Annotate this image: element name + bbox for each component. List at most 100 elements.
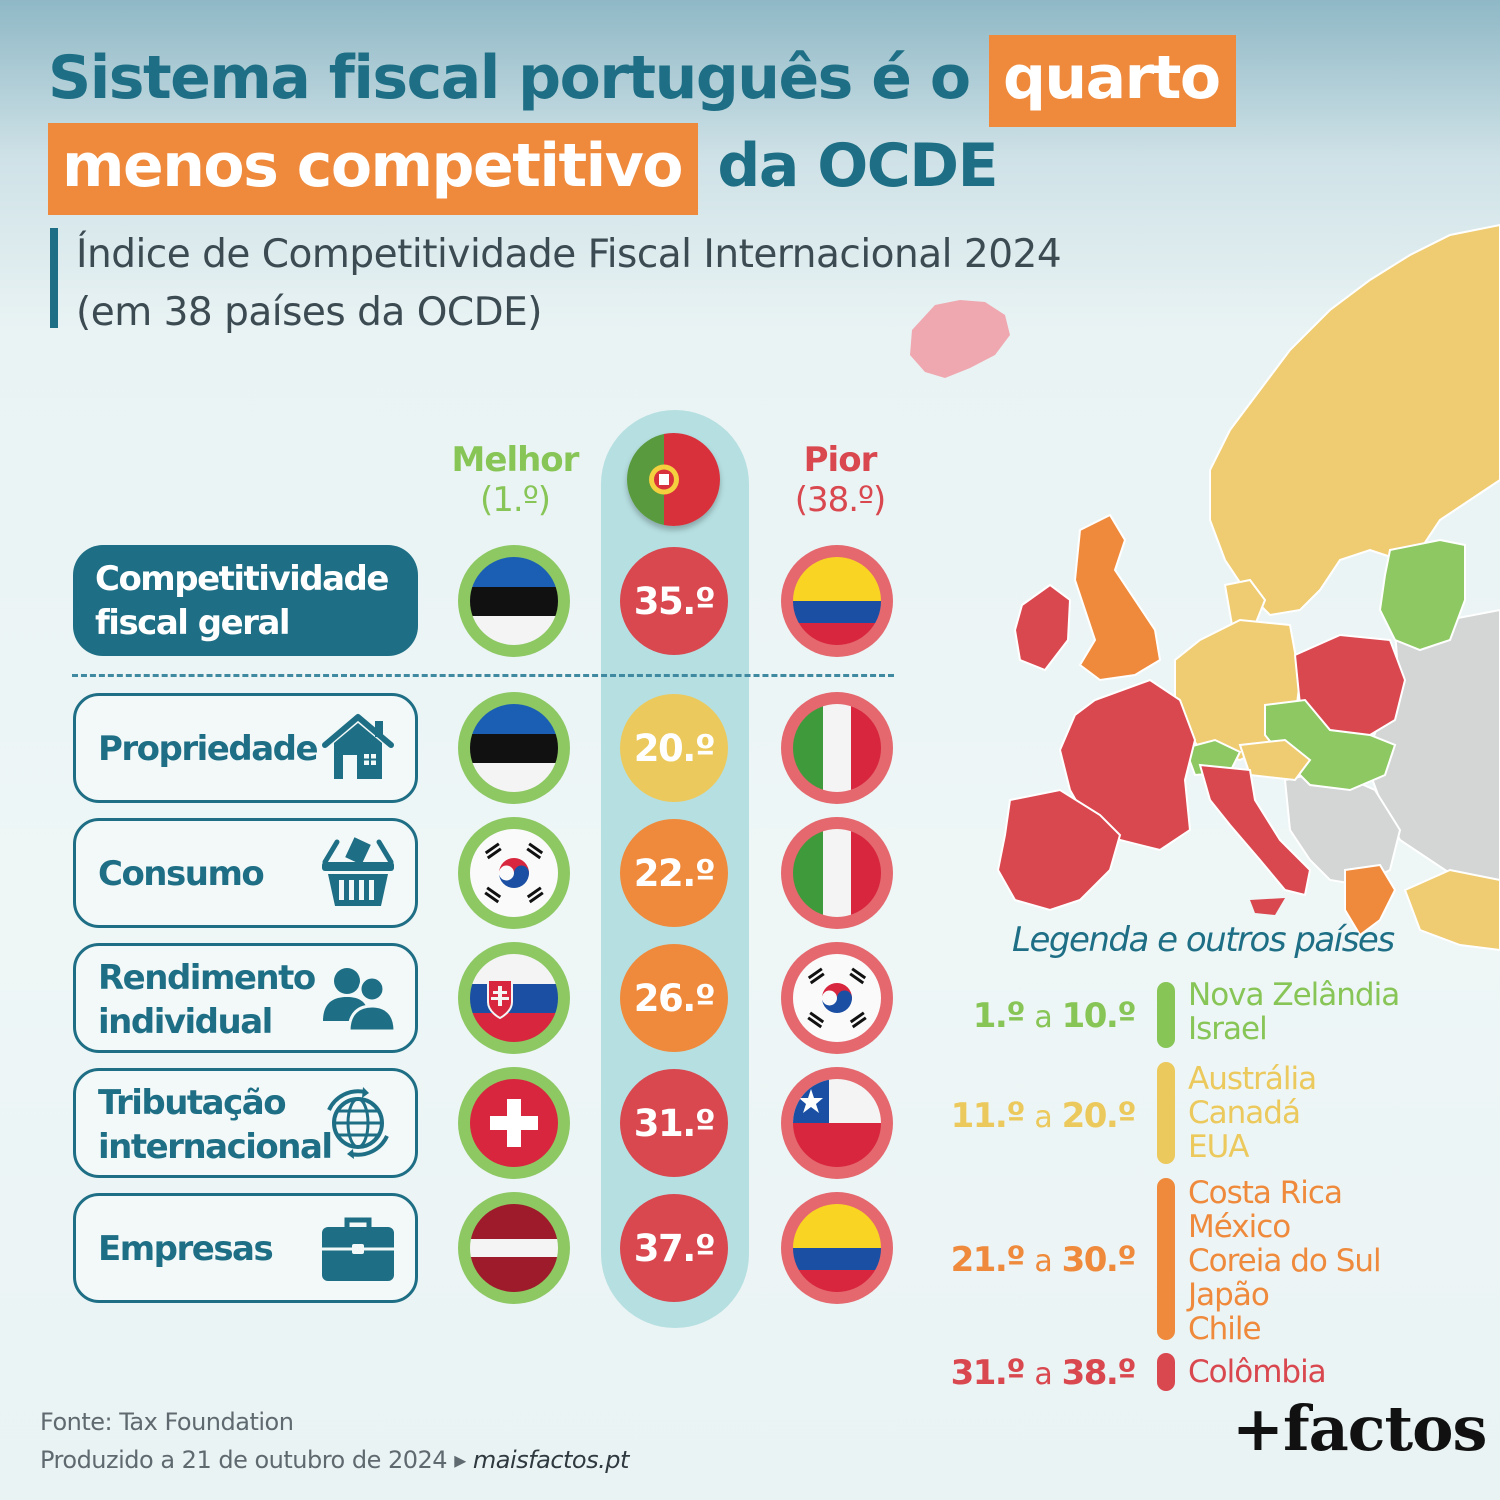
- portugal-rank-international: 31.º: [620, 1069, 728, 1177]
- footer-produced: Produzido a 21 de outubro de 2024: [40, 1446, 448, 1474]
- portugal-rank-consumption: 22.º: [620, 819, 728, 927]
- legend-range-3: 21.º a 30.º: [950, 1240, 1137, 1280]
- legend-range-from: 1.º: [972, 996, 1026, 1036]
- category-label: Tributação internacional: [98, 1081, 333, 1169]
- portugal-rank-property: 20.º: [620, 694, 728, 802]
- legend-countries-3: Costa Rica México Coreia do Sul Japão Ch…: [1188, 1175, 1382, 1346]
- subtitle-line-2: (em 38 países da OCDE): [76, 290, 543, 335]
- legend-range-sep: a: [1034, 1357, 1052, 1392]
- best-rank-label: (1.º): [480, 480, 551, 520]
- map-switzerland: [1183, 738, 1242, 777]
- map-ireland: [1013, 583, 1072, 672]
- map-iberia: [996, 788, 1122, 912]
- category-overall: Competitividade fiscal geral: [73, 545, 418, 656]
- legend-country: México: [1188, 1209, 1291, 1245]
- category-label-line: Tributação: [98, 1083, 287, 1123]
- brand-logo: +factos: [1232, 1392, 1487, 1465]
- legend-range-from: 11.º: [950, 1096, 1026, 1136]
- house-icon: [322, 714, 394, 779]
- title-highlight-2: menos competitivo: [48, 123, 699, 215]
- category-corporate: Empresas: [73, 1193, 418, 1303]
- flag-italy-icon: [781, 692, 893, 804]
- legend-country: Coreia do Sul: [1188, 1243, 1382, 1279]
- category-label-line: fiscal geral: [95, 603, 291, 643]
- map-italy: [1198, 763, 1312, 897]
- worst-column-header: Pior (38.º): [775, 440, 905, 520]
- legend-range-from: 31.º: [950, 1353, 1026, 1393]
- legend-range-to: 10.º: [1061, 996, 1137, 1036]
- worst-label: Pior: [803, 440, 878, 480]
- people-icon: [323, 968, 397, 1033]
- category-international-taxation: Tributação internacional: [73, 1068, 418, 1178]
- category-label-line: Rendimento: [98, 958, 316, 998]
- legend-range-from: 21.º: [950, 1240, 1026, 1280]
- map-sicily: [1250, 898, 1285, 915]
- footer-arrow-icon: ▸: [454, 1446, 466, 1474]
- category-label: Consumo: [98, 854, 265, 894]
- flag-south-korea-icon: [781, 942, 893, 1054]
- legend-countries-4: Colômbia: [1188, 1355, 1327, 1389]
- footer: Fonte: Tax Foundation Produzido a 21 de …: [40, 1403, 629, 1479]
- legend-country: Austrália: [1188, 1061, 1317, 1097]
- legend-bar-4: [1157, 1353, 1175, 1391]
- globe-icon: [327, 1087, 389, 1159]
- portugal-flag-icon: [627, 433, 720, 526]
- flag-estonia-icon: [458, 692, 570, 804]
- footer-source: Fonte: Tax Foundation: [40, 1408, 294, 1436]
- flag-colombia-icon: [781, 545, 893, 657]
- legend-range-1: 1.º a 10.º: [972, 996, 1137, 1036]
- flag-latvia-icon: [458, 1192, 570, 1304]
- legend-country: Nova Zelândia: [1188, 977, 1400, 1013]
- map-uk: [1073, 513, 1162, 682]
- category-label: Empresas: [98, 1229, 274, 1269]
- legend-title: Legenda e outros países: [1012, 920, 1395, 960]
- legend-country: EUA: [1188, 1129, 1249, 1165]
- legend-country: Canadá: [1188, 1095, 1301, 1131]
- divider: [72, 674, 894, 677]
- title-highlight-1: quarto: [988, 35, 1236, 127]
- category-label: Competitividade fiscal geral: [95, 557, 389, 645]
- flag-south-korea-icon: [458, 817, 570, 929]
- legend-country: Costa Rica: [1188, 1175, 1343, 1211]
- legend-bar-3: [1157, 1178, 1175, 1340]
- flag-estonia-icon: [458, 545, 570, 657]
- subtitle-line-1: Índice de Competitividade Fiscal Interna…: [76, 232, 1062, 277]
- footer-produced-line: Produzido a 21 de outubro de 2024 ▸ mais…: [40, 1441, 629, 1479]
- map-greece: [1344, 863, 1397, 937]
- title-part-2: da OCDE: [717, 131, 998, 201]
- flag-chile-icon: [781, 1067, 893, 1179]
- category-consumption: Consumo: [73, 818, 418, 928]
- legend-range-sep: a: [1034, 1244, 1052, 1279]
- flag-slovakia-icon: [458, 942, 570, 1054]
- legend-bar-2: [1157, 1062, 1175, 1164]
- flag-italy-icon: [781, 817, 893, 929]
- best-column-header: Melhor (1.º): [450, 440, 580, 520]
- portugal-rank-corporate: 37.º: [620, 1194, 728, 1302]
- legend-country: Japão: [1188, 1277, 1270, 1313]
- map-turkey: [1403, 868, 1500, 952]
- category-property: Propriedade: [73, 693, 418, 803]
- title-line-1: Sistema fiscal português é o quarto: [48, 35, 1236, 127]
- best-label: Melhor: [451, 440, 580, 480]
- legend-range-to: 30.º: [1061, 1240, 1137, 1280]
- flag-colombia-icon: [781, 1192, 893, 1304]
- worst-rank-label: (38.º): [794, 480, 887, 520]
- shopping-basket-icon: [322, 837, 394, 906]
- subtitle-accent-bar: [50, 228, 58, 328]
- category-label-line: Competitividade: [95, 559, 389, 599]
- title-line-2: menos competitivo da OCDE: [48, 123, 999, 215]
- portugal-rank-overall: 35.º: [620, 547, 728, 655]
- category-label: Propriedade: [98, 729, 319, 769]
- category-label: Rendimento individual: [98, 956, 316, 1044]
- legend-range-to: 38.º: [1061, 1353, 1137, 1393]
- map-iceland: [910, 300, 1010, 378]
- flag-switzerland-icon: [458, 1067, 570, 1179]
- category-individual-income: Rendimento individual: [73, 943, 418, 1053]
- legend-range-sep: a: [1034, 1100, 1052, 1135]
- title-part-1: Sistema fiscal português é o: [48, 43, 971, 113]
- legend-bar-1: [1157, 982, 1175, 1048]
- footer-site-link[interactable]: maisfactos.pt: [472, 1446, 629, 1474]
- category-label-line: internacional: [98, 1127, 333, 1167]
- map-baltics: [1378, 538, 1466, 652]
